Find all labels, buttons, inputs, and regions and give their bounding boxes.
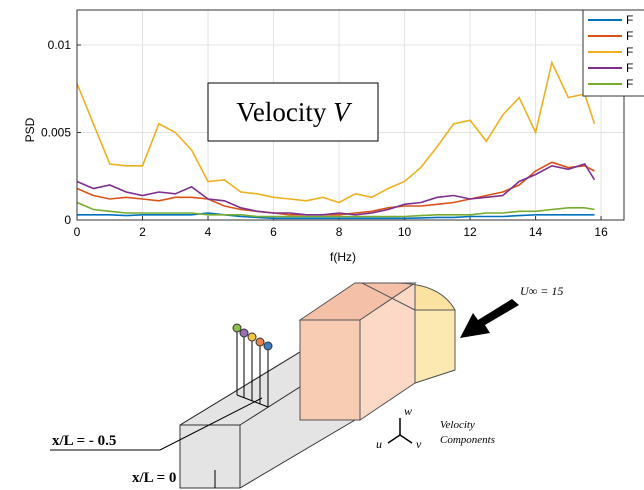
y-tick-label: 0.01 [48, 38, 72, 52]
freestream-label: U∞ = 15 [520, 284, 563, 298]
y-tick-label: 0 [64, 213, 71, 227]
axis-arrow [387, 434, 401, 444]
station-label: x/L = 0 [132, 470, 176, 486]
plot-frame [76, 9, 625, 221]
components-label: Components [440, 434, 495, 446]
nose-side [414, 309, 456, 384]
axis-arrow [399, 434, 413, 444]
probe-ball [263, 341, 273, 351]
flow-arrow [460, 299, 519, 338]
x-tick-label: 8 [336, 225, 343, 239]
probe-ball [232, 323, 242, 333]
legend-label: F [626, 13, 633, 27]
legend-label: F [626, 77, 633, 91]
y-axis-label: PSD [23, 117, 37, 142]
x-tick-label: 10 [398, 225, 412, 239]
series-line [76, 201, 595, 218]
station-label: x/L = - 0.5 [52, 433, 116, 449]
axis-label: w [404, 404, 412, 418]
series-line [77, 212, 595, 220]
psd-chart: 0 2 4 6 8 10 12 14 16 0 0.005 0.01 [41, 9, 625, 239]
edge [179, 351, 301, 426]
series-line [76, 161, 595, 216]
annotation-symbol: V [333, 97, 353, 127]
x-axis-label: f(Hz) [330, 250, 356, 264]
x-tick-label: 6 [270, 225, 277, 239]
legend-label: F [626, 29, 633, 43]
legend-label: F [626, 61, 633, 75]
annotation-box [207, 82, 379, 142]
cube-front [299, 319, 361, 421]
x-tick-label: 4 [205, 225, 212, 239]
leader [159, 397, 263, 451]
y-tick-label: 0.005 [41, 126, 71, 140]
axis-label: v [416, 437, 422, 451]
axis-label: u [376, 437, 382, 451]
legend-label: F [626, 45, 633, 59]
annotation: Velocity V [236, 97, 353, 127]
probe-ball [239, 328, 249, 338]
annotation-text: Velocity [236, 97, 326, 127]
x-tick-label: 12 [463, 225, 477, 239]
x-tick-label: 0 [74, 225, 81, 239]
probe-base [236, 394, 269, 408]
probe-ball [255, 337, 265, 347]
x-tick-label: 14 [529, 225, 543, 239]
x-tick-label: 16 [594, 225, 608, 239]
x-tick-label: 2 [139, 225, 146, 239]
series-line [76, 163, 596, 216]
edge [361, 282, 416, 311]
diagram: U∞ = 15 x/L = - 0.5 x/L = 0 w u v Veloci… [50, 282, 563, 489]
components-label: Velocity [440, 419, 475, 431]
series-line [76, 60, 596, 204]
probe-ball [247, 332, 257, 342]
